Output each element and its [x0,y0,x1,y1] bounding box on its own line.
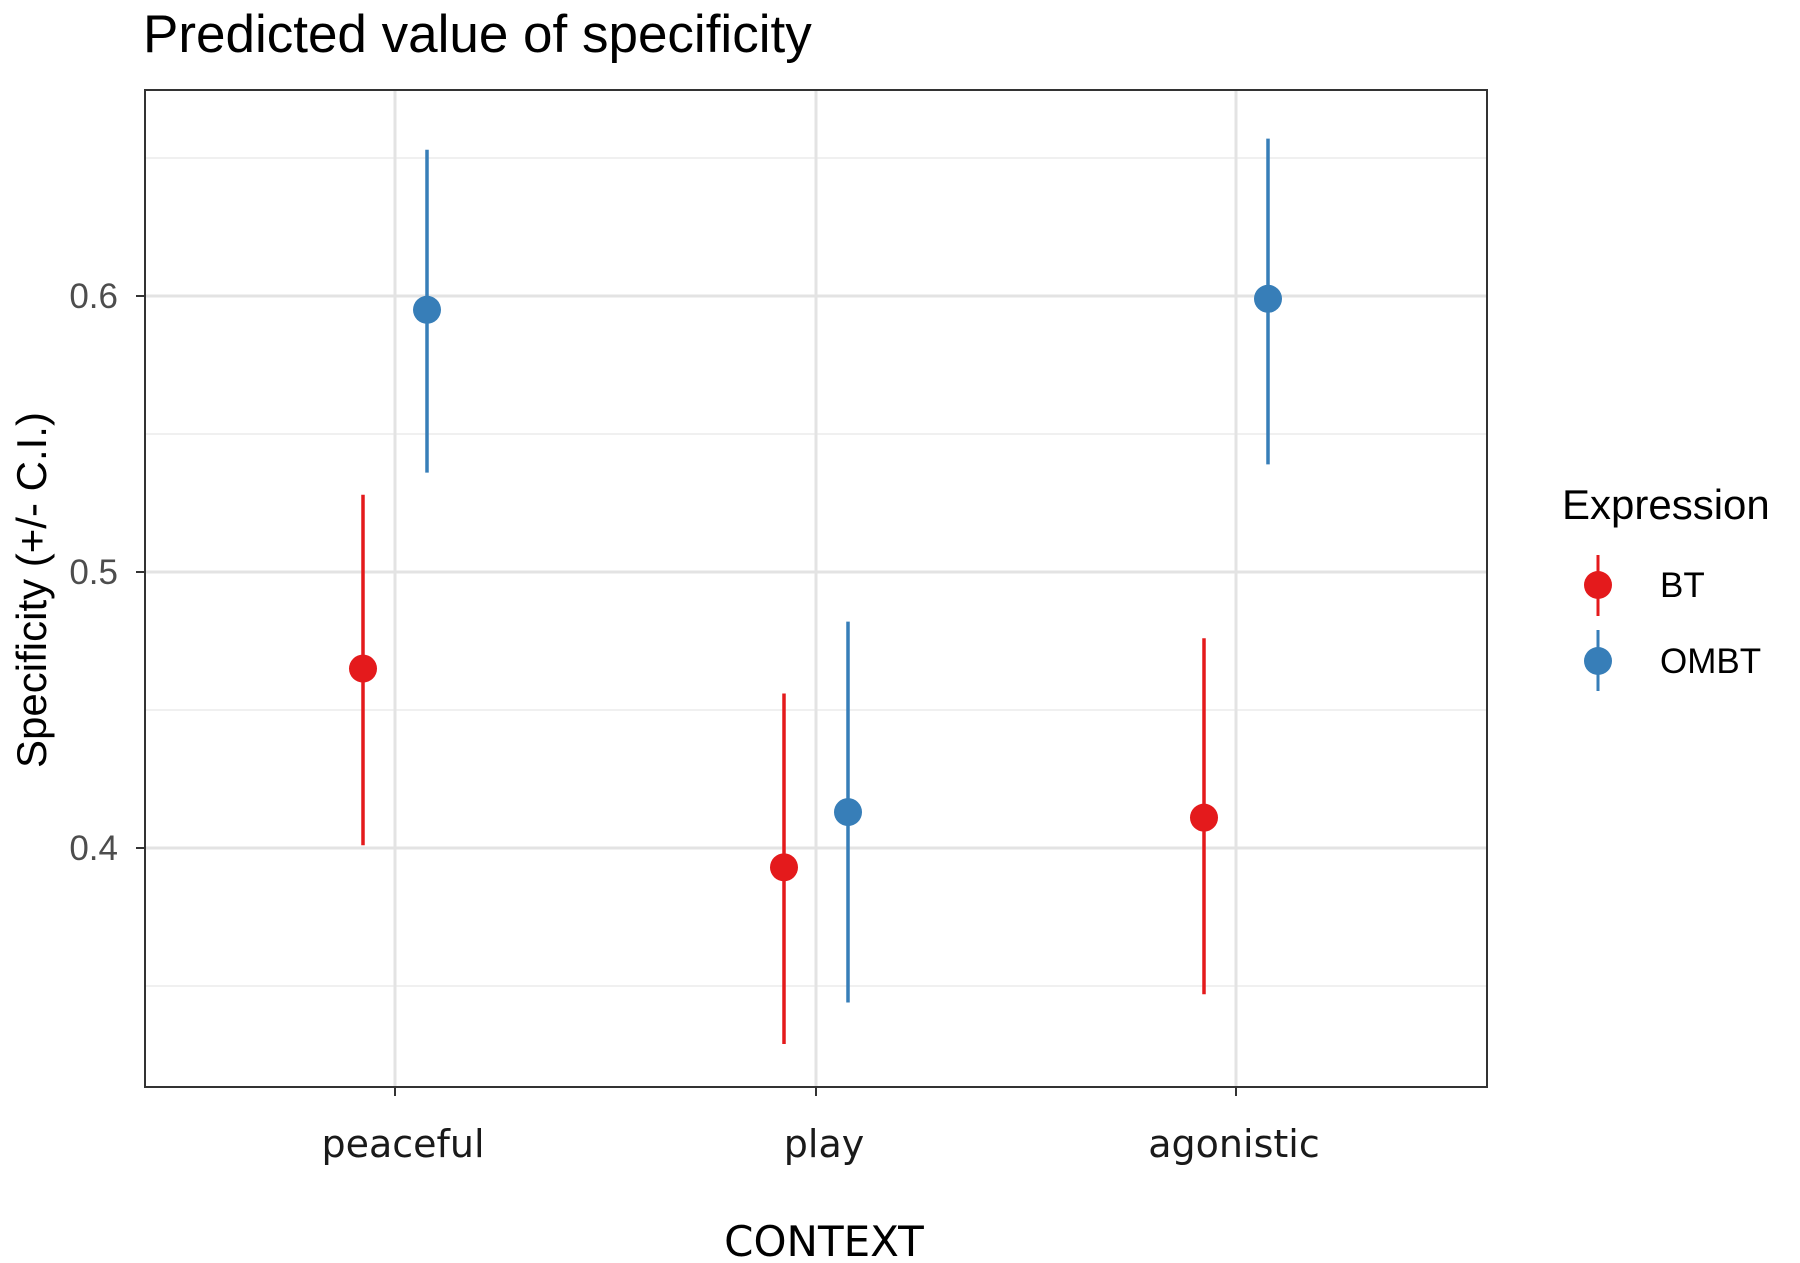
x-axis: peaceful play agonistic [321,1122,1319,1166]
legend-key-ombt: OMBT [1584,630,1761,691]
y-axis: 0.4 0.5 0.6 [69,277,118,868]
point-ombt-peaceful [413,295,441,324]
legend-label-ombt: OMBT [1660,642,1761,681]
y-tick-label: 0.5 [69,553,118,592]
axis-tick-marks [136,295,1237,1096]
point-bt-peaceful [349,654,377,683]
y-tick-label: 0.4 [69,829,118,868]
y-axis-label: Specificity (+/- C.I.) [8,412,55,768]
x-tick-label: agonistic [1148,1122,1319,1166]
legend-point-ombt [1584,647,1612,675]
legend-point-bt [1584,571,1612,599]
point-bt-agonistic [1190,803,1218,832]
legend-title: Expression [1562,481,1770,528]
data-marks [349,138,1282,1044]
y-tick-label: 0.6 [69,277,118,316]
legend-key-bt: BT [1584,555,1705,616]
point-ombt-play [834,798,862,827]
x-tick-label: play [784,1122,864,1166]
point-ombt-agonistic [1254,284,1282,313]
x-tick-label: peaceful [321,1122,484,1166]
legend: Expression BT OMBT [1562,481,1770,691]
legend-label-bt: BT [1660,566,1705,605]
x-axis-label: CONTEXT [724,1217,924,1263]
point-bt-play [770,853,798,882]
chart-title: Predicted value of specificity [143,5,812,64]
